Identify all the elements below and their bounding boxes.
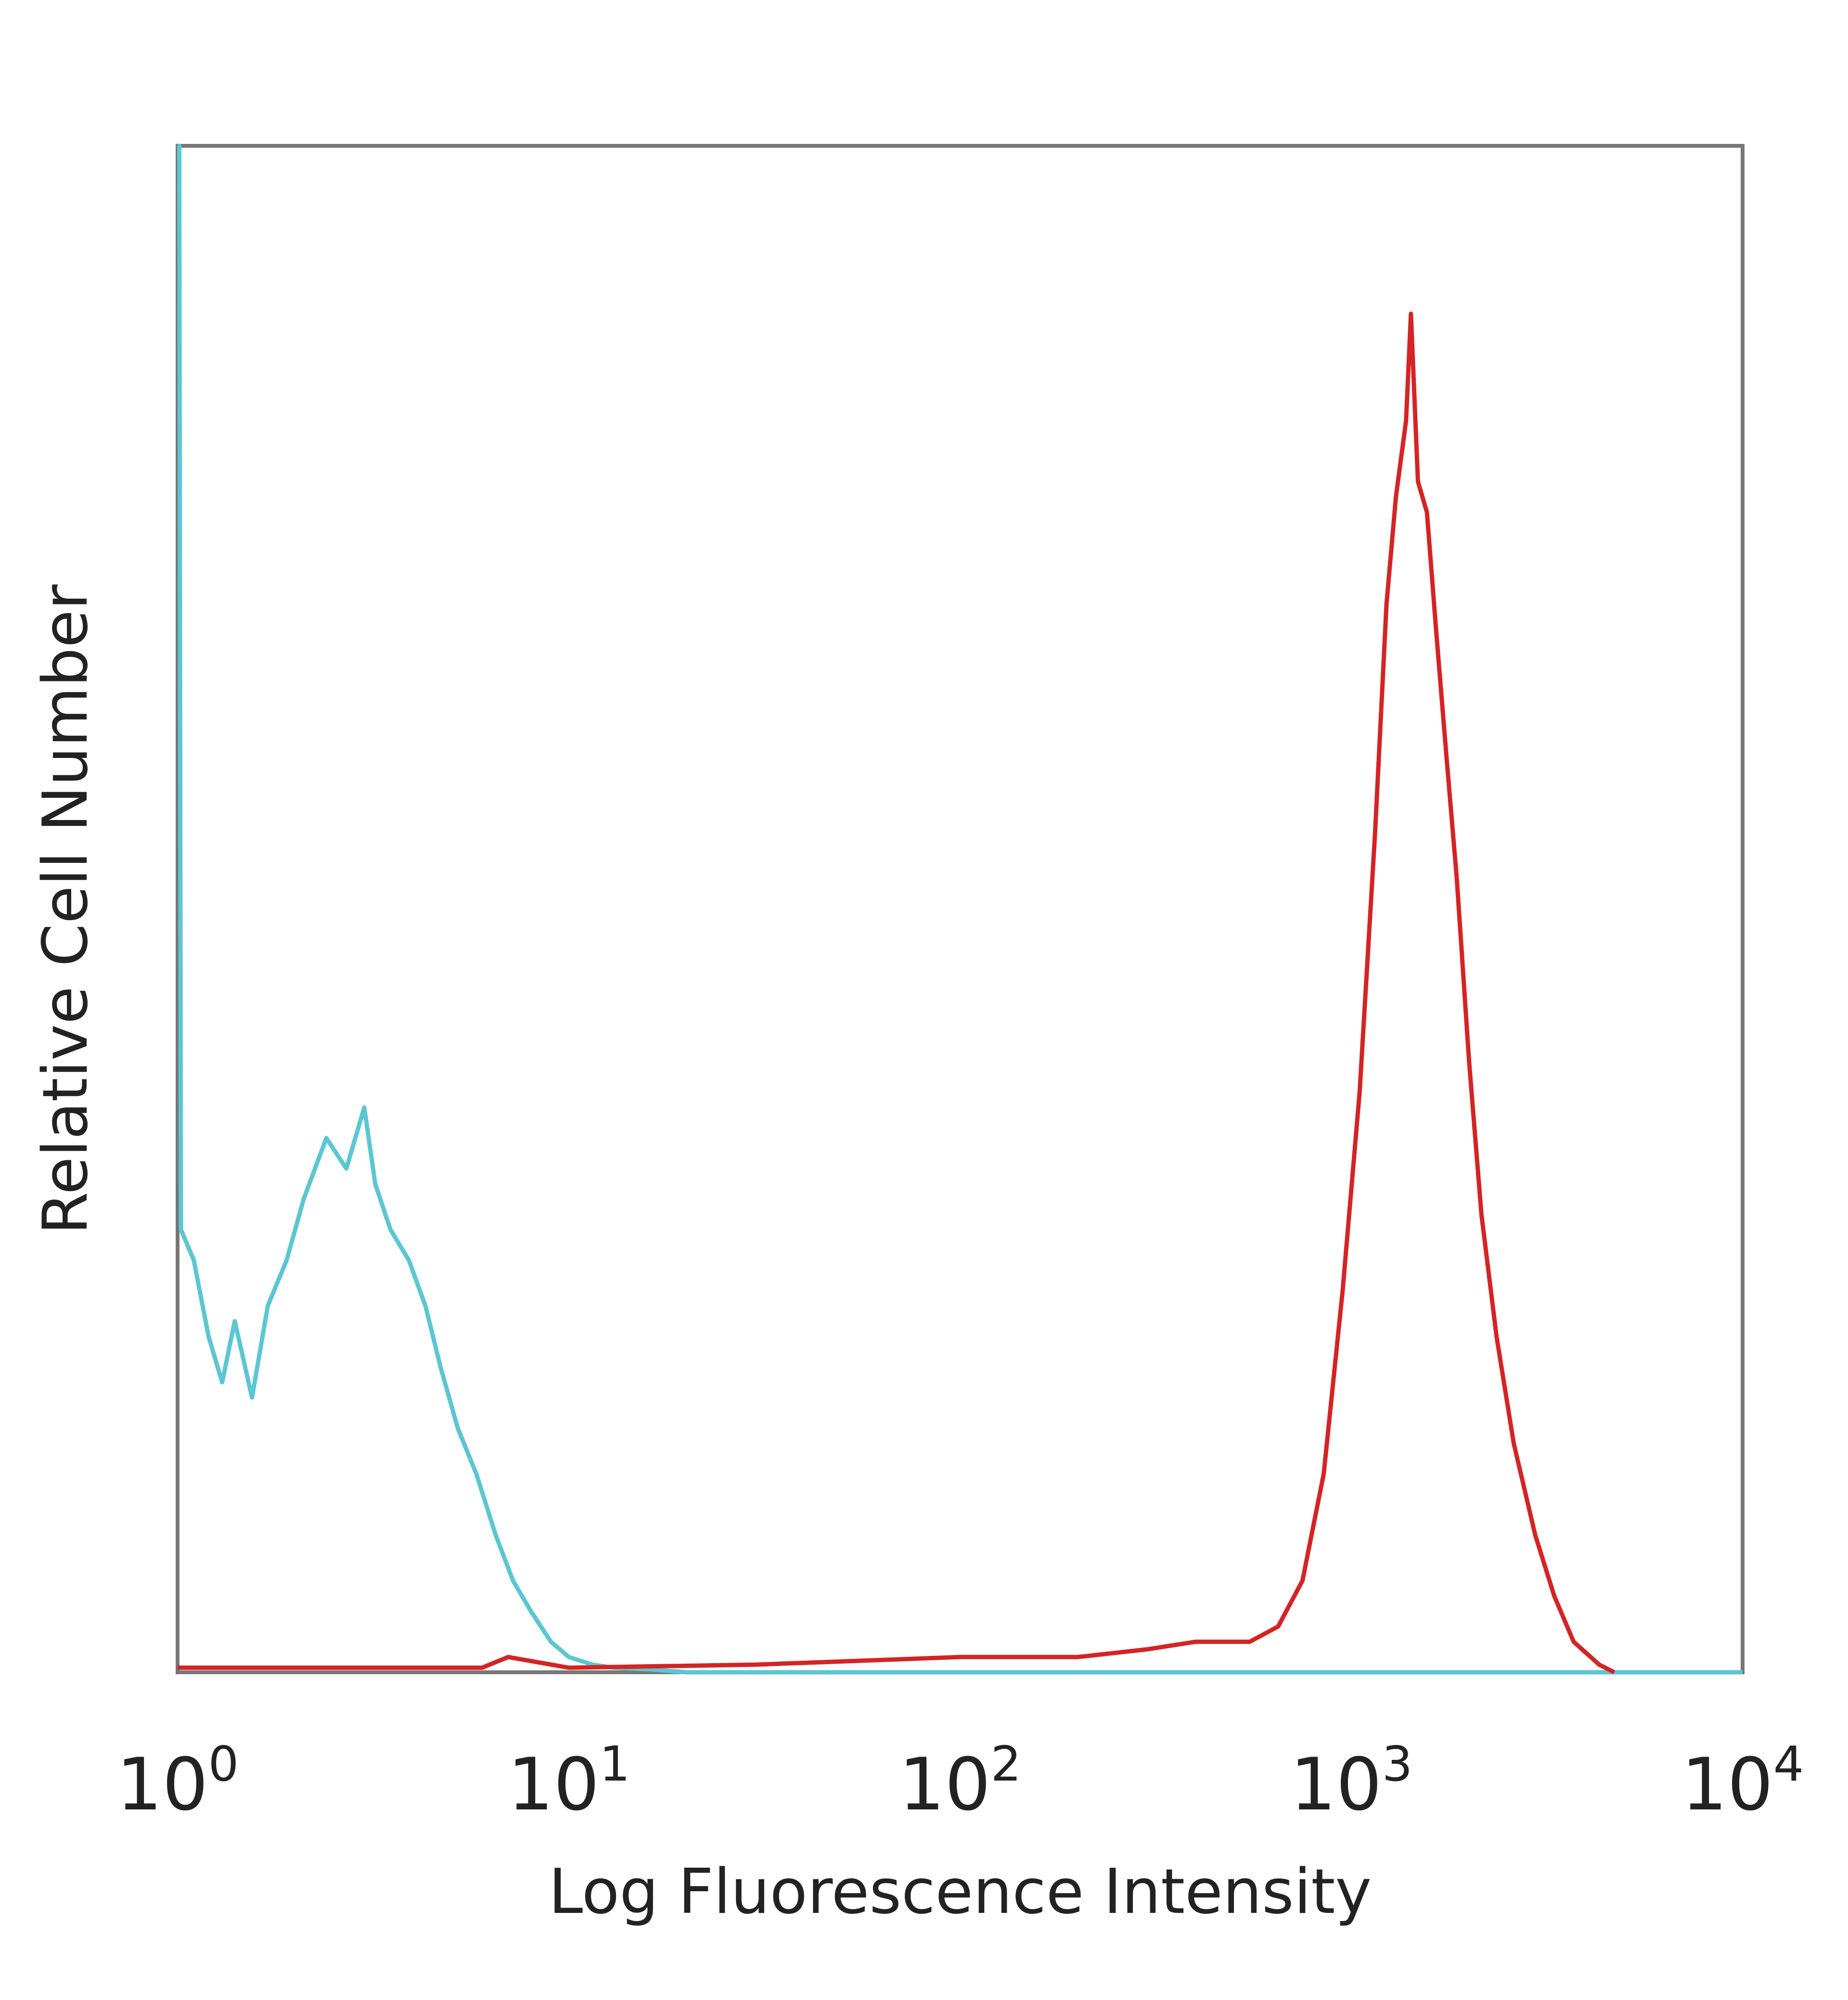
- y-axis-label: Relative Cell Number: [30, 584, 102, 1234]
- series-layer: [177, 143, 1743, 1675]
- x-tick-labels: 100 101 102 103 104: [116, 1736, 1804, 1827]
- series-line-0: [177, 143, 1743, 1675]
- x-tick-label: 103: [1290, 1736, 1413, 1827]
- x-tick-label: 100: [116, 1736, 239, 1827]
- x-tick-label: 102: [899, 1736, 1022, 1827]
- series-line-1: [178, 311, 1616, 1675]
- plot-frame: [176, 144, 1745, 1674]
- x-axis-label: Log Fluorescence Intensity: [549, 1856, 1372, 1928]
- x-tick-label: 101: [508, 1736, 630, 1827]
- x-tick-label: 104: [1681, 1736, 1804, 1827]
